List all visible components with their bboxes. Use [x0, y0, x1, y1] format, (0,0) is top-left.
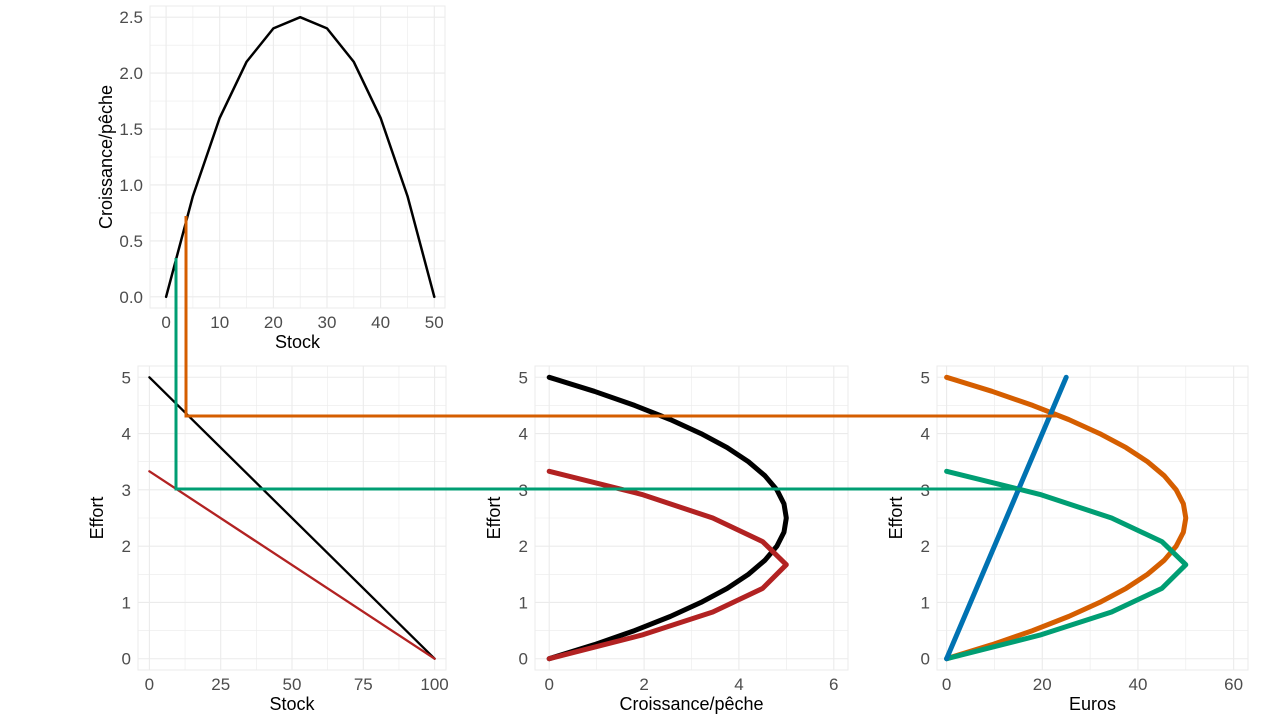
y-tick-label: 1 — [519, 593, 528, 612]
y-tick-label: 1.0 — [119, 176, 143, 195]
y-tick-label: 5 — [122, 368, 131, 387]
y-tick-label: 0.5 — [119, 232, 143, 251]
x-tick-label: 50 — [283, 675, 302, 694]
y-tick-label: 5 — [519, 368, 528, 387]
x-tick-label: 20 — [264, 313, 283, 332]
y-axis-title: Effort — [886, 497, 906, 540]
connector-orange — [184, 216, 1060, 418]
x-tick-label: 50 — [425, 313, 444, 332]
y-axis-title: Effort — [484, 497, 504, 540]
series-line-orange — [944, 374, 1189, 662]
y-tick-label: 1 — [122, 593, 131, 612]
y-axis-title: Croissance/pêche — [96, 85, 116, 229]
connector-green — [174, 258, 1022, 491]
y-tick-label: 0 — [122, 650, 131, 669]
panel-1: 0 10 20 30 40 50 0.0 0.5 1.0 1.5 2.0 2.5 Stock Croiss… — [96, 5, 446, 352]
x-tick-label: 6 — [829, 675, 838, 694]
x-tick-label: 0 — [544, 675, 553, 694]
y-tick-label: 2 — [921, 537, 930, 556]
x-tick-label: 60 — [1224, 675, 1243, 694]
series-line-red — [546, 468, 789, 662]
series-line-black — [164, 15, 436, 299]
x-tick-label: 20 — [1033, 675, 1052, 694]
x-axis-title: Stock — [275, 332, 321, 352]
y-tick-label: 4 — [122, 425, 131, 444]
series-line-black — [148, 376, 436, 660]
x-tick-label: 100 — [420, 675, 448, 694]
x-tick-label: 2 — [639, 675, 648, 694]
x-tick-label: 10 — [210, 313, 229, 332]
y-tick-label: 1 — [921, 593, 930, 612]
y-tick-label: 0.0 — [119, 288, 143, 307]
series-line-black — [546, 374, 789, 662]
y-tick-label: 0 — [519, 650, 528, 669]
x-tick-label: 0 — [145, 675, 154, 694]
panel-2: 0 25 50 75 100 0 1 2 3 4 5 Stock Effort — [87, 365, 449, 714]
x-tick-label: 40 — [1128, 675, 1147, 694]
x-tick-label: 30 — [318, 313, 337, 332]
y-tick-label: 2 — [519, 537, 528, 556]
x-axis-title: Stock — [269, 694, 315, 714]
series-line-red — [148, 470, 436, 660]
y-tick-label: 4 — [519, 425, 528, 444]
series-line-blue — [944, 374, 1069, 662]
y-tick-label: 2.0 — [119, 64, 143, 83]
x-tick-label: 25 — [211, 675, 230, 694]
y-tick-label: 0 — [921, 650, 930, 669]
y-tick-label: 2 — [122, 537, 131, 556]
series-line-green — [944, 468, 1189, 662]
y-axis-title: Effort — [87, 497, 107, 540]
x-tick-label: 0 — [161, 313, 170, 332]
y-tick-label: 1.5 — [119, 120, 143, 139]
y-tick-label: 4 — [921, 425, 930, 444]
x-tick-label: 4 — [734, 675, 743, 694]
x-tick-label: 75 — [354, 675, 373, 694]
x-tick-label: 40 — [371, 313, 390, 332]
y-tick-label: 2.5 — [119, 8, 143, 27]
connector-lines — [174, 216, 1060, 491]
x-axis-title: Euros — [1069, 694, 1116, 714]
x-tick-label: 0 — [942, 675, 951, 694]
x-axis-title: Croissance/pêche — [619, 694, 763, 714]
y-tick-label: 3 — [122, 481, 131, 500]
y-tick-label: 5 — [921, 368, 930, 387]
